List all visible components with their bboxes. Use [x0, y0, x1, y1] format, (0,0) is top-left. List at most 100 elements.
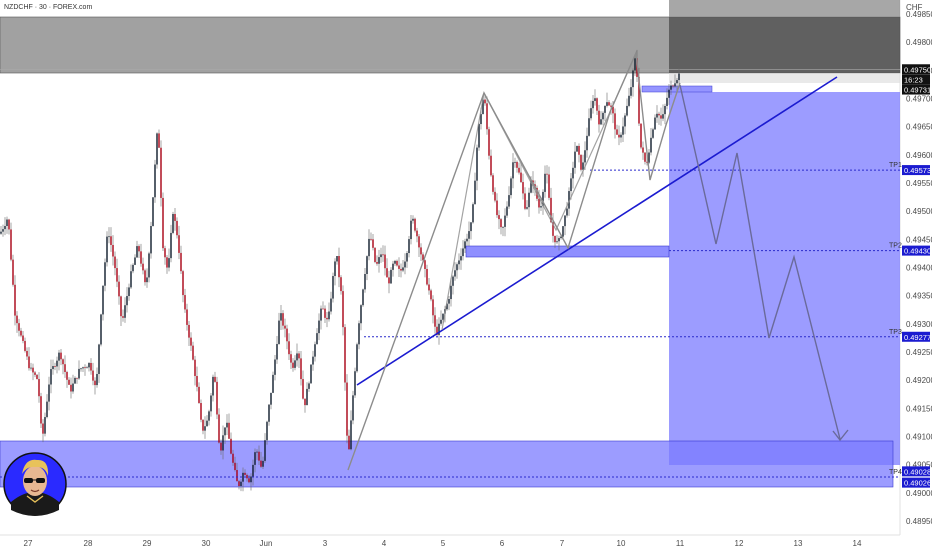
projected-path — [679, 84, 841, 440]
candle — [606, 92, 608, 108]
candle — [218, 408, 220, 444]
candle — [346, 374, 348, 444]
x-tick-label: 27 — [24, 539, 33, 548]
price-tag: 0.49028 — [902, 466, 931, 477]
candle — [514, 157, 516, 168]
candle — [224, 427, 226, 444]
candle — [608, 100, 610, 106]
candle — [374, 247, 376, 264]
candle — [434, 307, 436, 334]
candle — [586, 127, 588, 158]
candle — [640, 123, 642, 150]
candle — [170, 224, 172, 263]
candle — [674, 74, 676, 88]
candle — [220, 439, 222, 455]
candle — [316, 328, 318, 345]
candle — [394, 259, 396, 266]
price-tag: 0.49026 — [902, 477, 931, 488]
candle — [230, 432, 232, 455]
projection-arrowhead — [832, 429, 849, 442]
candle — [318, 313, 320, 341]
candle — [234, 456, 236, 472]
candle — [130, 264, 132, 289]
candle — [206, 415, 208, 427]
candle — [156, 132, 158, 169]
candle — [52, 359, 54, 375]
candle — [634, 54, 636, 76]
candle — [508, 186, 510, 209]
candle — [268, 403, 270, 426]
candle — [108, 227, 110, 244]
candle — [338, 247, 340, 288]
candle — [428, 277, 430, 295]
candle — [6, 216, 8, 234]
candle — [332, 272, 334, 303]
candle — [408, 235, 410, 258]
candle — [270, 392, 272, 410]
candle — [288, 333, 290, 361]
candle — [388, 270, 390, 294]
svg-text:0.49750: 0.49750 — [904, 65, 931, 74]
candle — [158, 129, 160, 149]
candle — [520, 163, 522, 183]
candle — [292, 358, 294, 372]
candle — [94, 377, 96, 395]
x-tick-label: 13 — [794, 539, 803, 548]
candle — [658, 111, 660, 125]
candle — [278, 312, 280, 345]
candle — [104, 258, 106, 292]
candle — [106, 231, 108, 267]
candle — [18, 318, 20, 337]
candle — [650, 127, 652, 156]
candle — [28, 347, 30, 371]
price-tag: 0.49277 — [902, 331, 931, 342]
candle — [84, 364, 86, 376]
x-tick-label: 14 — [853, 539, 862, 548]
candle — [192, 341, 194, 361]
candle — [200, 399, 202, 423]
candle — [510, 176, 512, 199]
candle — [362, 288, 364, 307]
candle — [186, 303, 188, 331]
x-tick-label: 6 — [500, 539, 505, 548]
candle — [450, 277, 452, 307]
candle — [44, 412, 46, 437]
candle — [238, 479, 240, 490]
candle — [174, 208, 176, 231]
svg-text:0.49028: 0.49028 — [904, 467, 931, 476]
avatar[interactable] — [3, 452, 67, 516]
stop-zone-top — [669, 0, 900, 17]
candle — [624, 113, 626, 135]
candle — [54, 362, 56, 371]
x-tick-label: 11 — [676, 539, 685, 548]
candle — [134, 254, 136, 266]
candle — [592, 95, 594, 114]
candle — [656, 105, 658, 123]
candle — [246, 473, 248, 482]
candle — [216, 376, 218, 420]
candle — [124, 297, 126, 323]
candle — [32, 363, 34, 381]
candle — [166, 254, 168, 274]
candle — [470, 222, 472, 240]
candle — [64, 355, 66, 378]
candle — [578, 143, 580, 163]
candle — [558, 235, 560, 251]
candle — [526, 200, 528, 210]
candle — [492, 173, 494, 195]
candle — [368, 229, 370, 261]
candle — [356, 342, 358, 373]
candle — [236, 462, 238, 482]
candle — [260, 451, 262, 468]
candle — [24, 337, 26, 353]
candle — [382, 245, 384, 262]
candle — [184, 288, 186, 313]
candle — [336, 255, 338, 265]
candle — [112, 235, 114, 266]
candle — [126, 287, 128, 313]
